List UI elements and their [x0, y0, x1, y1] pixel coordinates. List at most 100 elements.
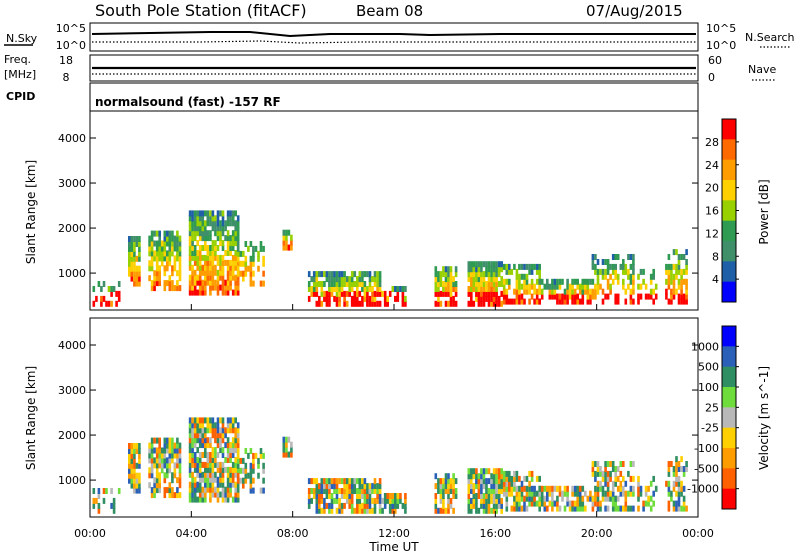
cpid-text: normalsound (fast) -157 RF [95, 95, 281, 109]
range-gate-cell [188, 461, 192, 468]
range-gate-cell [318, 300, 321, 307]
range-gate-cell [221, 466, 225, 473]
range-gate-cell [652, 268, 655, 275]
range-gate-cell [234, 235, 237, 242]
range-gate-cell [495, 488, 498, 494]
velocity-ylabel: Slant Range [km] [24, 366, 38, 470]
range-gate-cell [348, 488, 351, 494]
range-gate-cell [596, 490, 600, 497]
range-gate-cell [335, 295, 339, 302]
range-gate-cell [609, 283, 612, 290]
range-gate-cell [596, 278, 600, 285]
range-gate-cell [599, 480, 602, 487]
range-gate-cell [252, 245, 255, 252]
range-gate-cell [470, 266, 473, 273]
range-gate-cell [632, 273, 635, 280]
range-gate-cell [518, 273, 521, 280]
range-gate-cell [236, 250, 240, 257]
range-gate-cell [675, 263, 678, 270]
range-gate-cell [198, 215, 202, 222]
range-gate-cell [622, 268, 625, 275]
range-gate-cell [158, 477, 161, 484]
range-gate-cell [209, 279, 212, 286]
range-gate-cell [442, 507, 445, 514]
range-gate-cell [133, 467, 136, 474]
range-gate-cell [502, 470, 506, 477]
range-gate-cell [188, 457, 192, 463]
range-gate-cell [160, 245, 164, 252]
range-gate-cell [343, 290, 346, 297]
range-gate-cell [155, 275, 159, 282]
freq-tick-top: 18 [59, 54, 73, 67]
range-gate-cell [644, 293, 648, 300]
range-gate-cell [629, 273, 633, 280]
range-gate-cell [244, 260, 248, 267]
range-gate-cell [133, 241, 136, 247]
range-gate-cell [211, 471, 215, 478]
range-gate-cell [188, 432, 192, 439]
range-gate-cell [193, 279, 197, 286]
range-gate-cell [439, 276, 443, 283]
range-gate-cell [363, 281, 367, 287]
range-gate-cell [386, 300, 389, 307]
range-gate-cell [226, 220, 230, 227]
range-gate-cell [345, 488, 349, 494]
range-gate-cell [130, 241, 134, 247]
range-gate-cell [155, 265, 159, 272]
range-gate-cell [307, 493, 311, 499]
range-gate-cell [475, 478, 478, 485]
range-gate-cell [201, 269, 205, 276]
range-gate-cell [221, 496, 225, 503]
range-gate-cell [444, 271, 448, 278]
range-gate-cell [193, 486, 197, 493]
range-gate-cell [173, 462, 177, 469]
range-gate-cell [242, 275, 245, 282]
range-gate-cell [604, 490, 607, 497]
range-gate-cell [361, 276, 364, 283]
range-gate-cell [604, 475, 607, 482]
range-gate-cell [675, 456, 678, 463]
range-gate-cell [320, 281, 324, 287]
range-gate-cell [234, 274, 237, 281]
range-gate-cell [604, 273, 607, 280]
range-gate-cell [584, 490, 587, 497]
range-gate-cell [515, 298, 519, 305]
range-gate-cell [201, 215, 205, 222]
range-gate-cell [221, 447, 225, 454]
range-gate-cell [632, 254, 635, 260]
range-gate-cell [150, 230, 154, 237]
range-gate-cell [188, 289, 192, 296]
colorbar-swatch [722, 200, 736, 222]
range-gate-cell [198, 264, 202, 271]
range-gate-cell [234, 486, 237, 493]
range-gate-cell [682, 278, 686, 285]
range-gate-cell [518, 495, 521, 502]
velocity-heatmap [92, 417, 688, 514]
range-gate-cell [581, 293, 585, 300]
range-gate-cell [533, 490, 536, 497]
range-gate-cell [133, 260, 136, 267]
range-gate-cell [576, 505, 579, 512]
range-gate-cell [221, 481, 225, 488]
range-gate-cell [211, 264, 215, 271]
range-gate-cell [495, 478, 498, 485]
range-gate-cell [685, 298, 688, 305]
range-gate-cell [231, 240, 235, 247]
range-gate-cell [606, 259, 610, 265]
range-gate-cell [201, 254, 205, 261]
range-gate-cell [404, 286, 407, 292]
range-gate-cell [216, 437, 220, 444]
range-gate-cell [368, 483, 372, 490]
range-gate-cell [171, 472, 174, 479]
range-gate-cell [138, 477, 141, 484]
range-gate-cell [368, 488, 372, 494]
range-gate-cell [340, 286, 344, 292]
range-gate-cell [163, 452, 167, 459]
range-gate-cell [518, 505, 521, 512]
range-gate-cell [150, 442, 154, 449]
range-gate-cell [163, 240, 167, 247]
range-gate-cell [477, 507, 481, 514]
range-gate-cell [155, 270, 159, 277]
range-gate-cell [150, 437, 154, 444]
range-gate-cell [492, 300, 496, 307]
